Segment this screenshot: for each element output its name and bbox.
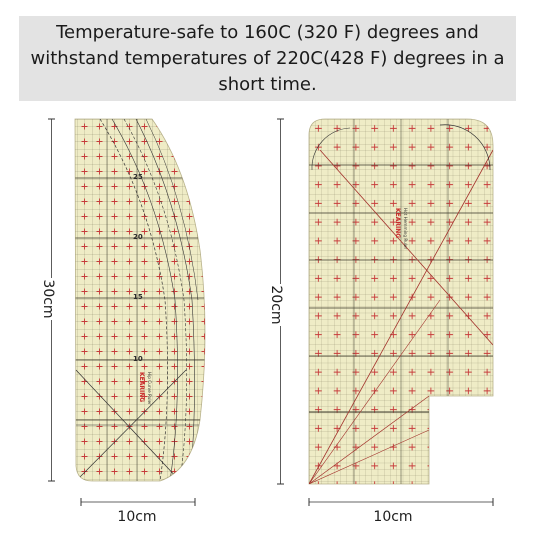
info-banner: Temperature-safe to 160C (320 F) degrees… [19, 16, 516, 101]
right-brand-text: KEARING [394, 208, 401, 238]
left-sub-label: Hip Curve Ruler [147, 372, 152, 405]
left-tick-label: 20 [133, 233, 143, 241]
right-height-dimension: 20cm [262, 118, 288, 485]
right-width-label: 10cm [373, 509, 412, 525]
left-brand-logo: KEARING Hip Curve Ruler [138, 372, 152, 405]
right-height-label: 20cm [268, 285, 284, 324]
left-tick-label: 25 [133, 173, 143, 181]
banner-line-2: withstand temperatures of 220C(428 F) de… [30, 47, 505, 69]
left-brand-text: KEARING [138, 372, 145, 402]
left-height-dimension: 30cm [34, 118, 60, 482]
right-width-dimension: 10cm [308, 498, 494, 525]
right-sub-label: Hot Hemming Ruler [403, 208, 408, 249]
left-tick-label: 15 [133, 293, 143, 301]
left-width-dimension: 10cm [80, 498, 196, 525]
left-width-label: 10cm [117, 509, 156, 525]
hip-curve-ruler: 25 20 15 10 KEARING Hip Curve Ruler [74, 118, 206, 482]
hot-hemming-ruler: KEARING Hot Hemming Ruler [308, 118, 494, 485]
right-brand-logo: KEARING Hot Hemming Ruler [394, 208, 408, 249]
banner-line-1: Temperature-safe to 160C (320 F) degrees… [56, 21, 479, 43]
left-height-label: 30cm [40, 279, 56, 318]
left-tick-label: 10 [133, 355, 143, 363]
banner-line-3: short time. [218, 73, 317, 95]
